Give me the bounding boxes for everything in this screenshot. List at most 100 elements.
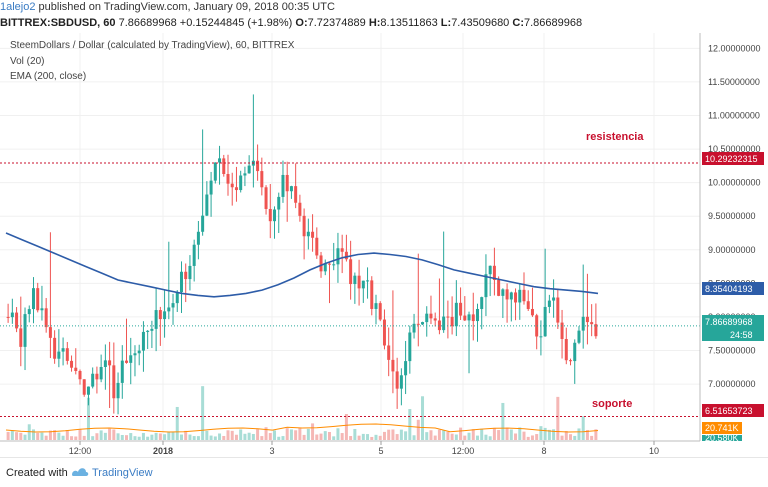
volume-bar — [196, 436, 200, 440]
candle-body — [36, 288, 40, 311]
footer-bar: Created with TradingView — [0, 457, 768, 487]
volume-bar — [378, 435, 382, 440]
candle-body — [535, 315, 539, 337]
candle-body — [323, 263, 327, 272]
volume-bar — [264, 427, 268, 440]
volume-bar — [344, 413, 348, 440]
candle-body — [311, 231, 315, 238]
candle-body — [454, 302, 458, 327]
volume-bar — [171, 431, 175, 440]
countdown-label: 24:58 — [730, 330, 753, 340]
volume-bar — [65, 430, 69, 440]
volume-bar — [577, 428, 581, 440]
time-axis[interactable]: 12:00 2018 3 5 12:00 8 10 — [69, 441, 659, 456]
candle-body — [526, 301, 530, 309]
candle-body — [125, 360, 129, 363]
volume-bar — [404, 431, 408, 440]
volume-bar — [505, 427, 509, 440]
candle-body — [467, 314, 471, 321]
volume-bar — [446, 431, 450, 440]
volume-bar — [382, 431, 386, 440]
candle-body — [514, 292, 518, 303]
candle-body — [437, 320, 441, 331]
candle-body — [137, 350, 141, 354]
volume-bar — [91, 436, 95, 440]
price-tick-label: 11.00000000 — [708, 111, 760, 121]
support-annotation: soporte — [592, 398, 632, 410]
price-change: +0.15244845 (+1.98%) — [179, 17, 293, 29]
candle-body — [27, 309, 31, 315]
volume-bar — [560, 435, 564, 440]
price-tick-label: 7.50000000 — [708, 346, 756, 356]
high-label: H: — [368, 17, 381, 29]
last-price: 7.86689968 — [118, 17, 177, 29]
price-tick-label: 9.50000000 — [708, 211, 756, 221]
tradingview-brand-link[interactable]: TradingView — [92, 467, 153, 479]
support-price-label: 6.51653723 — [705, 406, 753, 416]
time-tick-label: 3 — [269, 446, 274, 456]
volume-bar — [463, 435, 467, 440]
volume-bar — [31, 429, 35, 440]
close-value: 7.86689968 — [523, 17, 583, 29]
volume-bar — [112, 429, 116, 440]
volume-bar — [429, 430, 433, 440]
candle-body — [509, 292, 513, 300]
volume-bar — [120, 434, 124, 440]
tradingview-logo-icon[interactable] — [70, 464, 90, 483]
volume-bar — [86, 397, 90, 440]
volume-bar — [539, 426, 543, 440]
volume-bar — [239, 429, 243, 440]
volume-bar — [374, 434, 378, 440]
candle-body — [40, 308, 44, 311]
candle-body — [585, 316, 589, 323]
volume-bar — [425, 432, 429, 440]
price-chart[interactable]: resistencia soporte 12.00000000 11.500000… — [0, 33, 768, 457]
volume-bar — [260, 436, 264, 440]
volume-bar — [514, 433, 518, 440]
volume-bar — [315, 434, 319, 440]
ema-legend: EMA (200, close) — [10, 71, 86, 82]
candle-body — [560, 322, 564, 339]
volume-bar — [509, 429, 513, 440]
volume-bar — [281, 436, 285, 440]
candle-body — [112, 365, 116, 399]
volume-bar — [327, 431, 331, 440]
author-link[interactable]: 1alejo2 — [0, 1, 36, 13]
candle-body — [19, 328, 23, 347]
candle-body — [91, 373, 95, 387]
candle-body — [285, 174, 289, 192]
volume-bar — [492, 427, 496, 440]
chart-title: SteemDollars / Dollar (calculated by Tra… — [10, 40, 295, 51]
time-tick-label: 2018 — [153, 446, 173, 456]
candle-body — [154, 310, 158, 329]
candle-body — [564, 338, 568, 361]
candle-body — [530, 308, 534, 316]
candle-body — [264, 187, 268, 209]
candle-body — [201, 215, 205, 232]
volume-bar — [526, 436, 530, 440]
candle-body — [247, 165, 251, 174]
volume-bar — [40, 432, 44, 440]
candle-body — [366, 280, 370, 282]
candle-body — [57, 351, 61, 359]
vol-ma-label: 20.741K — [705, 423, 739, 433]
symbol-name: BITTREX:SBDUSD, 60 — [0, 17, 116, 29]
candle-body — [421, 322, 425, 325]
price-tick-label: 9.00000000 — [708, 245, 756, 255]
volume-bar — [163, 434, 167, 440]
candle-body — [412, 323, 416, 333]
volume-bar — [167, 431, 171, 440]
volume-bar — [323, 431, 327, 440]
volume-bar — [78, 429, 82, 440]
volume-bar — [585, 429, 589, 440]
volume-bar — [150, 434, 154, 440]
volume-bar — [353, 428, 357, 440]
candle-body — [192, 244, 196, 266]
candle-body — [471, 314, 475, 322]
candle-body — [150, 328, 154, 331]
volume-ma-line — [5, 423, 599, 433]
volume-bar — [421, 396, 425, 440]
volume-bar — [306, 428, 310, 440]
volume-bar — [209, 435, 213, 440]
volume-bar — [218, 433, 222, 440]
